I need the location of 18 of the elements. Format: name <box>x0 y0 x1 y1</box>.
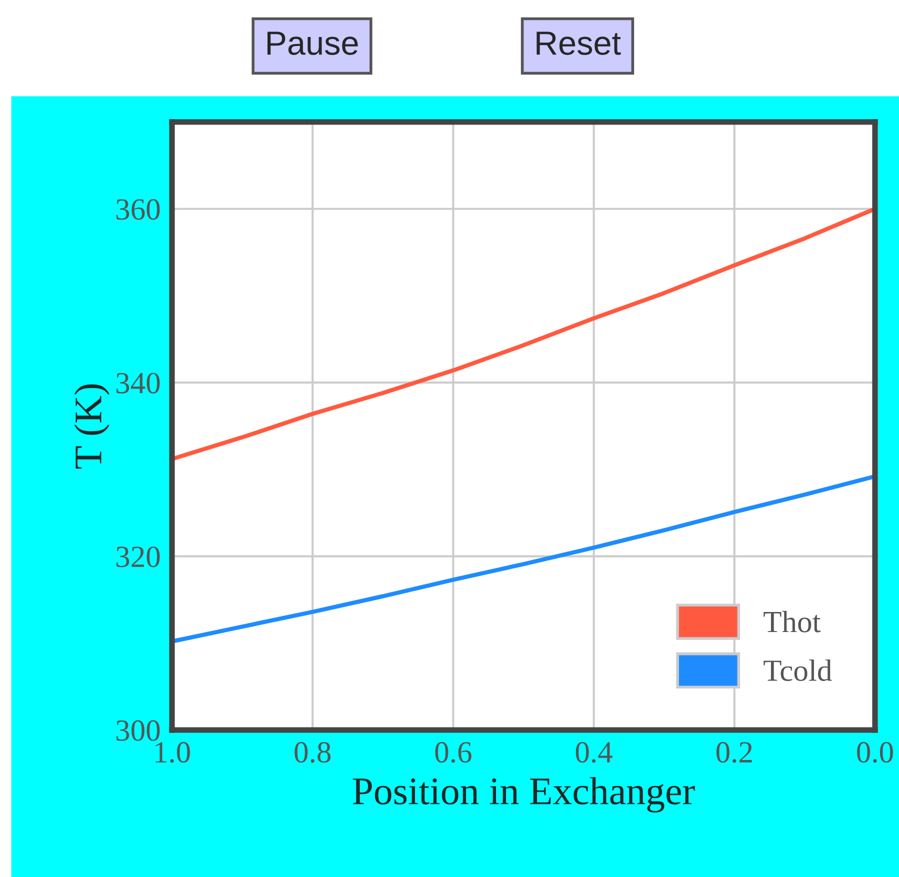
y-tick-label: 320 <box>116 546 160 568</box>
y-tick-label: 340 <box>116 372 160 394</box>
legend-label: Thot <box>764 610 821 632</box>
text: Pause <box>267 32 358 55</box>
y-tick-label: 360 <box>116 199 160 220</box>
x-tick-label: 0.2 <box>716 742 752 763</box>
text: Reset <box>536 32 621 55</box>
x-tick-label: 0.0 <box>857 742 893 763</box>
x-axis-title: Position in Exchanger <box>352 777 695 813</box>
legend-label: Tcold <box>764 660 832 682</box>
line-series <box>172 474 875 644</box>
line-series <box>172 206 875 462</box>
x-tick-label: 0.4 <box>576 742 612 763</box>
x-tick-label: 0.6 <box>435 742 472 763</box>
x-tick-label: 0.8 <box>294 742 331 763</box>
x-tick-label: 1.0 <box>156 742 190 763</box>
y-axis-title: T (K) <box>74 384 110 469</box>
y-tick-label: 300 <box>116 720 160 741</box>
